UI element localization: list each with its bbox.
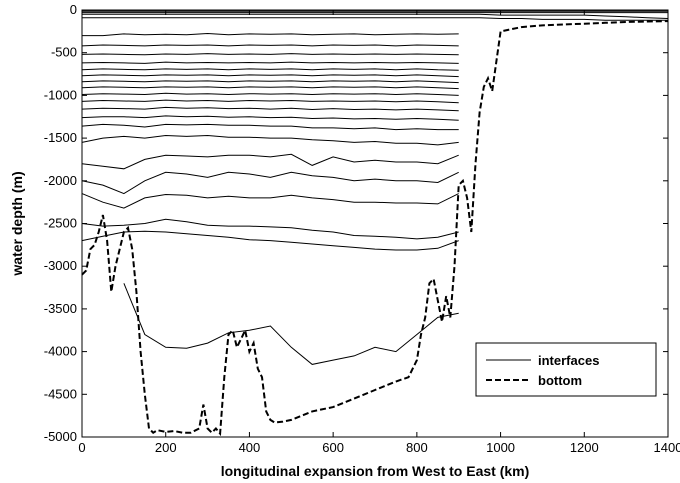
interface-line-9 xyxy=(81,99,459,104)
x-tick-label: 200 xyxy=(155,440,177,455)
surface-interface-4 xyxy=(82,17,668,21)
y-tick-label: -2000 xyxy=(44,173,77,188)
interface-line-17 xyxy=(81,218,459,240)
interface-line-11 xyxy=(81,115,459,121)
x-tick-label: 400 xyxy=(239,440,261,455)
interface-line-6 xyxy=(81,80,459,84)
interface-line-0 xyxy=(82,32,459,37)
y-tick-label: -3000 xyxy=(44,258,77,273)
interface-line-13 xyxy=(81,134,459,146)
x-tick-label: 800 xyxy=(406,440,428,455)
x-tick-label: 0 xyxy=(78,440,85,455)
y-tick-label: -4500 xyxy=(44,386,77,401)
interface-line-7 xyxy=(81,86,459,90)
interface-line-3 xyxy=(81,61,459,64)
interface-line-18 xyxy=(81,230,459,251)
legend-label-interfaces: interfaces xyxy=(538,353,599,368)
x-tick-label: 1000 xyxy=(486,440,515,455)
y-tick-label: -3500 xyxy=(44,301,77,316)
y-tick-label: -1000 xyxy=(44,87,77,102)
x-tick-label: 600 xyxy=(322,440,344,455)
interface-line-5 xyxy=(81,74,459,78)
x-tick-label: 1400 xyxy=(654,440,680,455)
y-tick-label: -4000 xyxy=(44,344,77,359)
interface-line-14 xyxy=(81,153,459,170)
y-tick-label: -500 xyxy=(51,45,77,60)
x-tick-label: 1200 xyxy=(570,440,599,455)
axes: 0 200 400 600 800 1000 1200 1400 0 -500 -1000 -1500… xyxy=(44,2,680,455)
interface-line-4 xyxy=(81,68,459,71)
y-tick-label: -1500 xyxy=(44,130,77,145)
interface-line-19 xyxy=(123,283,459,365)
y-axis-label: water depth (m) xyxy=(9,171,25,276)
interface-line-15 xyxy=(81,171,459,195)
y-tick-label: 0 xyxy=(70,2,77,17)
legend: interfaces bottom xyxy=(475,342,657,397)
y-tick-label: -5000 xyxy=(44,429,77,444)
interface-line-10 xyxy=(81,106,459,112)
bottom-line xyxy=(81,20,669,437)
interface-line-16 xyxy=(81,193,459,209)
x-axis-label: longitudinal expansion from West to East… xyxy=(221,463,530,479)
interface-line-8 xyxy=(81,92,459,96)
interface-line-12 xyxy=(81,123,459,131)
plot-lines xyxy=(81,9,669,437)
legend-label-bottom: bottom xyxy=(538,373,582,388)
y-tick-label: -2500 xyxy=(44,216,77,231)
interface-line-2 xyxy=(81,53,459,56)
legend-box xyxy=(475,342,657,397)
interface-line-1 xyxy=(81,44,459,47)
surface-interface-3 xyxy=(82,13,669,19)
